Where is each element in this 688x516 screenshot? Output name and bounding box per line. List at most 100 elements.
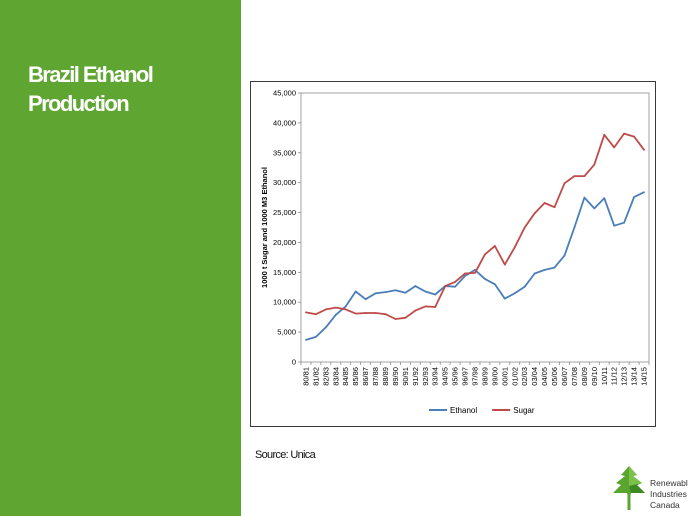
data-point-sugar — [404, 316, 407, 319]
data-point-ethanol — [523, 285, 526, 288]
x-tick-label: 06/07 — [560, 367, 569, 386]
data-point-sugar — [623, 132, 626, 135]
logo-line-1: Renewable — [650, 478, 688, 488]
data-point-ethanol — [623, 221, 626, 224]
x-tick-label: 89/90 — [391, 367, 400, 386]
data-point-sugar — [384, 313, 387, 316]
data-point-ethanol — [543, 269, 546, 271]
data-point-ethanol — [464, 275, 466, 277]
data-point-sugar — [573, 175, 576, 177]
data-point-ethanol — [593, 207, 596, 210]
data-point-sugar — [513, 246, 516, 249]
data-point-ethanol — [324, 326, 327, 329]
x-tick-label: 97/98 — [471, 367, 480, 386]
x-tick-label: 08/09 — [580, 367, 589, 386]
x-tick-label: 99/00 — [490, 367, 499, 386]
x-tick-label: 12/13 — [620, 367, 629, 386]
data-point-sugar — [305, 311, 307, 314]
data-point-sugar — [464, 272, 466, 275]
data-point-ethanol — [394, 289, 397, 292]
y-tick-label: 0 — [292, 358, 296, 367]
x-tick-label: 03/04 — [530, 367, 539, 386]
y-axis-label: 1000 t Sugar and 1000 M3 Ethanol — [260, 167, 269, 288]
slide-title-line-2: Production — [28, 91, 130, 116]
data-point-ethanol — [633, 196, 635, 198]
legend-label-ethanol: Ethanol — [450, 406, 477, 415]
x-tick-label: 13/14 — [630, 367, 639, 386]
chart-frame: 0 5,000 10,000 15,000 20,000 25,000 30,000 35,0… — [250, 81, 656, 427]
x-tick-label: 88/89 — [381, 367, 390, 386]
data-point-ethanol — [643, 191, 645, 194]
data-point-ethanol — [553, 266, 556, 269]
data-point-sugar — [543, 202, 546, 204]
data-point-ethanol — [404, 291, 407, 294]
series-line-ethanol — [305, 191, 645, 341]
x-tick-label: 82/83 — [321, 367, 330, 386]
data-point-sugar — [315, 313, 317, 316]
line-chart: 0 5,000 10,000 15,000 20,000 25,000 30,000 35,0… — [260, 89, 650, 415]
data-point-ethanol — [434, 293, 437, 296]
slide-title-line-1: Brazil Ethanol — [28, 62, 154, 87]
data-point-ethanol — [374, 292, 377, 295]
data-point-sugar — [444, 285, 447, 287]
data-point-ethanol — [484, 278, 486, 280]
x-tick-label: 86/87 — [361, 367, 370, 386]
data-point-sugar — [414, 309, 417, 312]
x-tick-label: 09/10 — [590, 367, 599, 386]
y-tick-label: 35,000 — [273, 148, 296, 157]
x-tick-label: 10/11 — [600, 367, 609, 385]
x-tick-label: 04/05 — [540, 367, 549, 386]
data-point-ethanol — [454, 285, 457, 288]
x-tick-label: 81/82 — [311, 367, 320, 386]
data-point-sugar — [633, 135, 635, 138]
x-tick-label: 14/15 — [640, 367, 649, 386]
data-point-sugar — [344, 308, 347, 311]
x-tick-label: 87/88 — [371, 367, 380, 386]
data-point-ethanol — [603, 197, 606, 200]
x-tick-label: 83/84 — [331, 367, 340, 386]
renewable-industries-canada-logo: Renewable Industries Canada — [610, 464, 688, 514]
plot-area — [300, 92, 650, 363]
x-tick-label: 90/91 — [401, 367, 410, 386]
data-point-ethanol — [533, 272, 536, 275]
data-point-sugar — [563, 182, 566, 185]
data-point-ethanol — [414, 285, 417, 287]
data-point-sugar — [354, 312, 357, 315]
source-note: Source: Unica — [255, 449, 316, 461]
data-point-sugar — [484, 253, 486, 256]
data-point-sugar — [374, 312, 377, 314]
data-point-ethanol — [344, 305, 347, 308]
legend-label-sugar: Sugar — [513, 406, 535, 415]
data-point-ethanol — [613, 224, 616, 227]
data-point-sugar — [324, 308, 327, 311]
logo-line-3: Canada — [650, 500, 680, 510]
data-point-ethanol — [493, 283, 496, 286]
y-tick-label: 5,000 — [277, 328, 296, 337]
data-point-sugar — [603, 133, 606, 136]
data-point-ethanol — [354, 290, 357, 293]
x-tick-label: 93/94 — [431, 367, 440, 386]
y-tick-label: 10,000 — [273, 298, 296, 307]
data-point-ethanol — [583, 196, 586, 199]
data-point-sugar — [474, 272, 476, 274]
data-point-sugar — [364, 312, 367, 314]
x-tick-label: 11/12 — [610, 367, 619, 385]
slide-title: Brazil Ethanol Production — [28, 60, 228, 118]
data-point-ethanol — [315, 335, 317, 338]
data-point-sugar — [533, 212, 536, 215]
data-point-sugar — [523, 226, 526, 229]
data-point-sugar — [593, 163, 596, 166]
maple-leaf-logo-icon — [613, 466, 645, 510]
y-tick-label: 25,000 — [273, 208, 296, 217]
data-point-ethanol — [563, 254, 566, 257]
x-tick-label: 91/92 — [411, 367, 420, 386]
data-point-sugar — [454, 280, 457, 283]
data-point-sugar — [553, 206, 556, 209]
data-point-sugar — [583, 175, 586, 177]
data-point-sugar — [334, 306, 337, 309]
x-tick-label: 00/01 — [500, 367, 509, 386]
data-point-ethanol — [334, 313, 337, 316]
data-point-ethanol — [513, 292, 516, 295]
x-tick-label: 85/86 — [351, 367, 360, 386]
data-point-ethanol — [364, 298, 367, 301]
